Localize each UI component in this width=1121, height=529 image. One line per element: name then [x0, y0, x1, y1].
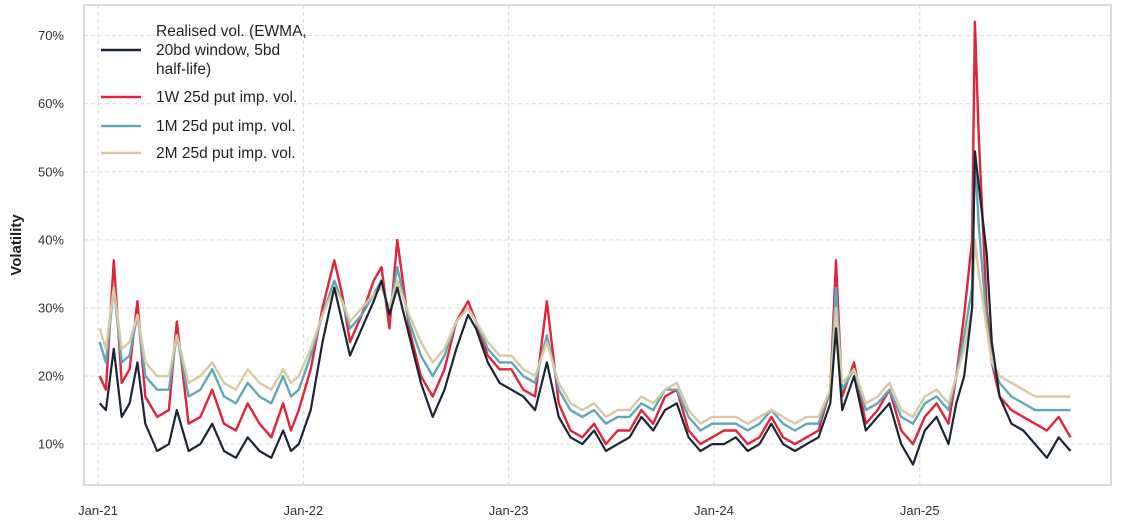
series-layer	[98, 20, 1072, 466]
y-tick-label: 30%	[38, 300, 64, 315]
plot-frame	[83, 4, 1112, 486]
y-tick-label: 60%	[38, 96, 64, 111]
legend-label: 2M 25d put imp. vol.	[156, 145, 296, 162]
y-tick-label: 10%	[38, 437, 64, 452]
y-tick-label: 70%	[38, 28, 64, 43]
x-tick-label: Jan-21	[78, 503, 118, 518]
y-tick-label: 40%	[38, 232, 64, 247]
series-line-2	[98, 150, 1071, 432]
y-tick-labels: 10% 20% 30% 40% 50% 60% 70%	[38, 28, 64, 452]
legend-label: 1M 25d put imp. vol.	[156, 118, 296, 135]
x-tick-labels: Jan-21 Jan-22 Jan-23 Jan-24 Jan-25	[78, 503, 939, 518]
y-tick-label: 20%	[38, 369, 64, 384]
x-tick-label: Jan-23	[489, 503, 529, 518]
series-line-0	[98, 150, 1072, 466]
y-axis-label: Volatility	[8, 214, 25, 276]
series-line-1	[98, 20, 1072, 446]
grid-layer	[84, 5, 1111, 485]
legend: Realised vol. (EWMA, 20bd window, 5bd half…	[101, 23, 307, 162]
legend-label: 1W 25d put imp. vol.	[156, 89, 297, 106]
legend-label: 20bd window, 5bd	[156, 42, 280, 59]
x-tick-label: Jan-24	[694, 503, 734, 518]
series-line-3	[98, 238, 1071, 425]
y-tick-label: 50%	[38, 164, 64, 179]
x-tick-label: Jan-25	[900, 503, 940, 518]
x-tick-label: Jan-22	[283, 503, 323, 518]
legend-label: half-life)	[156, 61, 211, 78]
legend-label: Realised vol. (EWMA,	[156, 23, 307, 40]
